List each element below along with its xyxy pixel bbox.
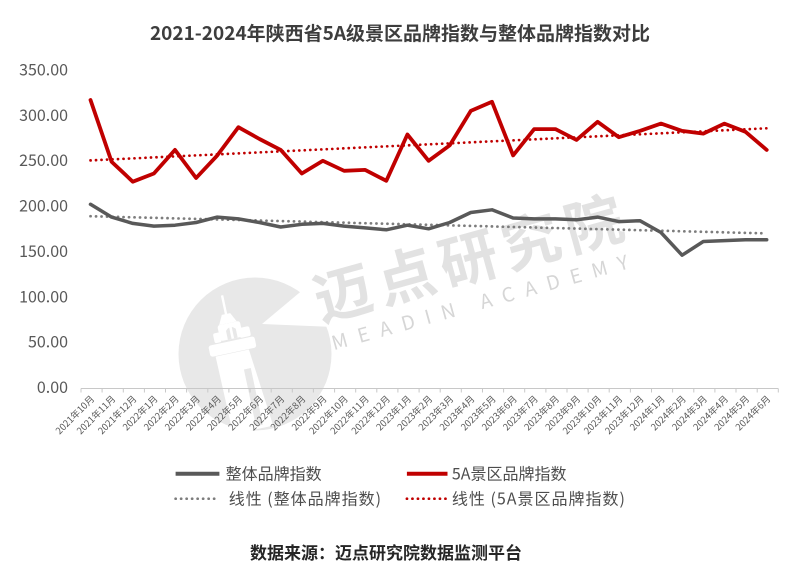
svg-text:150.00: 150.00 xyxy=(19,238,68,262)
svg-text:线性 (整体品牌指数): 线性 (整体品牌指数) xyxy=(229,486,382,510)
svg-text:200.00: 200.00 xyxy=(19,193,68,217)
svg-text:250.00: 250.00 xyxy=(19,147,68,171)
svg-text:50.00: 50.00 xyxy=(28,329,68,353)
svg-text:100.00: 100.00 xyxy=(19,283,68,307)
svg-text:整体品牌指数: 整体品牌指数 xyxy=(226,461,322,485)
svg-text:数据来源：迈点研究院数据监测平台: 数据来源：迈点研究院数据监测平台 xyxy=(250,539,522,564)
svg-text:5A景区品牌指数: 5A景区品牌指数 xyxy=(452,461,567,485)
svg-text:线性 (5A景区品牌指数): 线性 (5A景区品牌指数) xyxy=(452,486,626,510)
svg-text:2021-2024年陕西省5A级景区品牌指数与整体品牌指数对: 2021-2024年陕西省5A级景区品牌指数与整体品牌指数对比 xyxy=(150,19,650,46)
svg-text:350.00: 350.00 xyxy=(19,57,68,81)
svg-text:300.00: 300.00 xyxy=(19,102,68,126)
svg-text:0.00: 0.00 xyxy=(37,374,68,398)
